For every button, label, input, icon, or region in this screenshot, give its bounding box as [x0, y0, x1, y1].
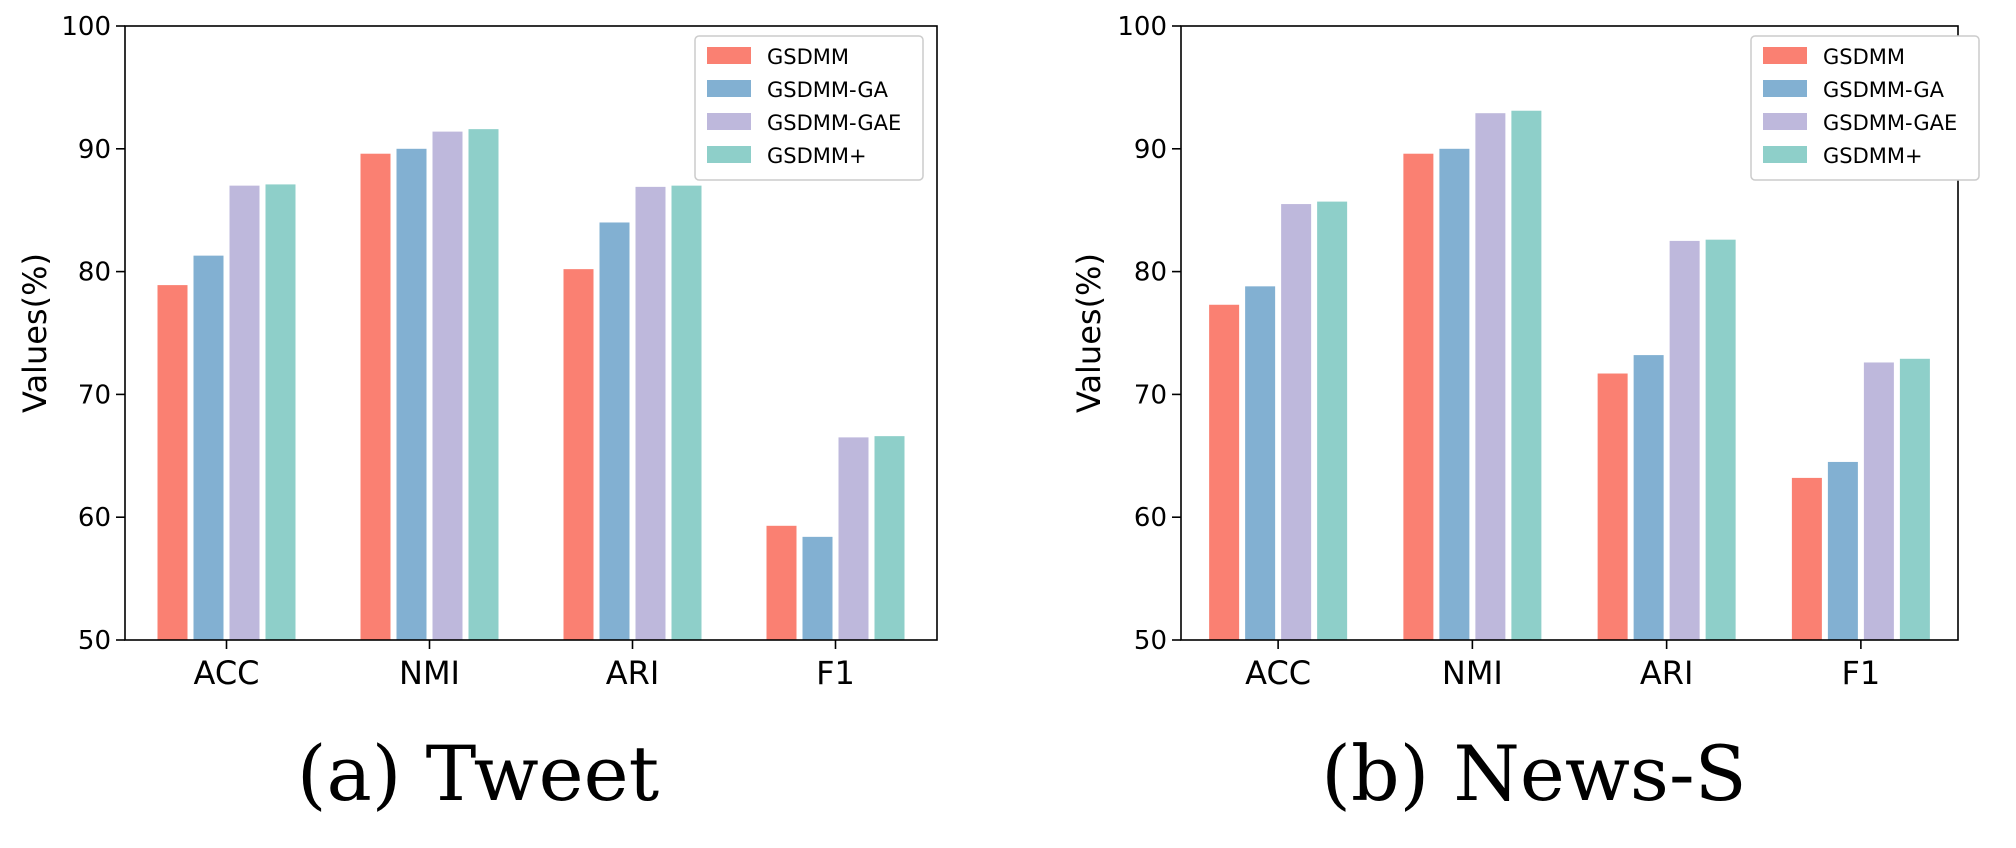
legend-swatch — [1763, 113, 1807, 130]
y-tick-label: 100 — [1117, 12, 1167, 42]
legend-entry-label: GSDMM+ — [1823, 144, 1923, 168]
x-tick-label-acc: ACC — [193, 654, 259, 692]
legend-entry-label: GSDMM — [1823, 45, 1905, 69]
figure-caption: (b) News-S — [1321, 729, 1746, 818]
y-axis-label: Values(%) — [16, 253, 54, 413]
legend-swatch — [707, 47, 751, 64]
y-tick-label: 50 — [78, 626, 111, 656]
y-tick-label: 100 — [61, 12, 111, 42]
legend-entry-label: GSDMM-GAE — [1823, 111, 1957, 135]
bar-gsdmm-f1 — [766, 525, 797, 640]
bar-gsdmm-acc — [157, 285, 188, 640]
y-tick-label: 60 — [1134, 503, 1167, 533]
y-tick-label: 80 — [1134, 258, 1167, 288]
bar-gsdmm-gae-nmi — [1475, 113, 1506, 640]
bar-gsdmm-f1 — [1791, 477, 1822, 640]
bar-gsdmm-ga-nmi — [1439, 148, 1470, 641]
bar-gsdmm-plus-acc — [265, 184, 296, 640]
bar-gsdmm-nmi — [1403, 153, 1434, 640]
x-tick-label-acc: ACC — [1245, 654, 1311, 692]
bar-gsdmm-acc — [1209, 304, 1240, 640]
legend-entry-label: GSDMM-GA — [767, 78, 889, 102]
y-tick-label: 80 — [78, 258, 111, 288]
axes-frame — [124, 25, 938, 641]
legend-entry-label: GSDMM-GA — [1823, 78, 1945, 102]
bar-gsdmm-ari — [1597, 373, 1628, 640]
bar-gsdmm-gae-f1 — [1863, 362, 1894, 640]
bar-gsdmm-gae-acc — [1281, 204, 1312, 640]
bar-gsdmm-plus-nmi — [1511, 110, 1542, 641]
y-tick-label: 60 — [78, 503, 111, 533]
legend: GSDMM GSDMM-GA GSDMM-GAE GSDMM+ — [694, 35, 924, 181]
legend-swatch — [1763, 47, 1807, 64]
bar-gsdmm-plus-ari — [671, 185, 702, 640]
legend-swatch — [707, 113, 751, 130]
x-tick-label-ari: ARI — [1640, 654, 1694, 692]
bar-gsdmm-plus-f1 — [1899, 358, 1930, 640]
x-tick-label-nmi: NMI — [1442, 654, 1503, 692]
x-tick-label-f1: F1 — [1841, 654, 1880, 692]
bar-gsdmm-ga-ari — [1633, 355, 1664, 640]
legend-box — [1750, 35, 1980, 181]
bar-gsdmm-plus-ari — [1705, 239, 1736, 641]
figure-caption: (a) Tweet — [297, 729, 659, 818]
bar-gsdmm-gae-nmi — [432, 131, 463, 641]
axes-frame — [1180, 25, 1959, 641]
bar-gsdmm-plus-acc — [1317, 201, 1348, 640]
bar-gsdmm-plus-nmi — [468, 129, 499, 640]
bar-gsdmm-ga-acc — [1245, 286, 1276, 640]
y-tick-label: 90 — [78, 135, 111, 165]
y-axis-label: Values(%) — [1070, 253, 1108, 413]
y-tick-label: 90 — [1134, 135, 1167, 165]
x-tick-label-f1: F1 — [816, 654, 855, 692]
bar-gsdmm-ga-f1 — [1827, 461, 1858, 640]
legend-entry-label: GSDMM — [767, 45, 849, 69]
legend-swatch — [707, 146, 751, 163]
legend-entry-label: GSDMM+ — [767, 144, 867, 168]
bar-gsdmm-ga-nmi — [396, 148, 427, 641]
legend-swatch — [707, 80, 751, 97]
bar-gsdmm-nmi — [360, 153, 391, 640]
bar-gsdmm-plus-f1 — [874, 436, 905, 640]
legend: GSDMM GSDMM-GA GSDMM-GAE GSDMM+ — [1750, 35, 1980, 181]
bar-gsdmm-ga-ari — [599, 222, 630, 641]
bar-gsdmm-gae-ari — [635, 186, 666, 640]
bar-gsdmm-ari — [563, 269, 594, 640]
y-tick-label: 50 — [1134, 626, 1167, 656]
y-tick-label: 70 — [1134, 380, 1167, 410]
x-tick-label-ari: ARI — [606, 654, 660, 692]
bar-gsdmm-ga-f1 — [802, 536, 833, 640]
legend-box — [694, 35, 924, 181]
legend-swatch — [1763, 80, 1807, 97]
bar-gsdmm-gae-f1 — [838, 437, 869, 640]
bar-gsdmm-gae-ari — [1669, 240, 1700, 640]
x-tick-label-nmi: NMI — [399, 654, 460, 692]
bar-gsdmm-gae-acc — [229, 185, 260, 640]
legend-entry-label: GSDMM-GAE — [767, 111, 901, 135]
y-tick-label: 70 — [78, 380, 111, 410]
bar-gsdmm-ga-acc — [193, 255, 224, 640]
legend-swatch — [1763, 146, 1807, 163]
